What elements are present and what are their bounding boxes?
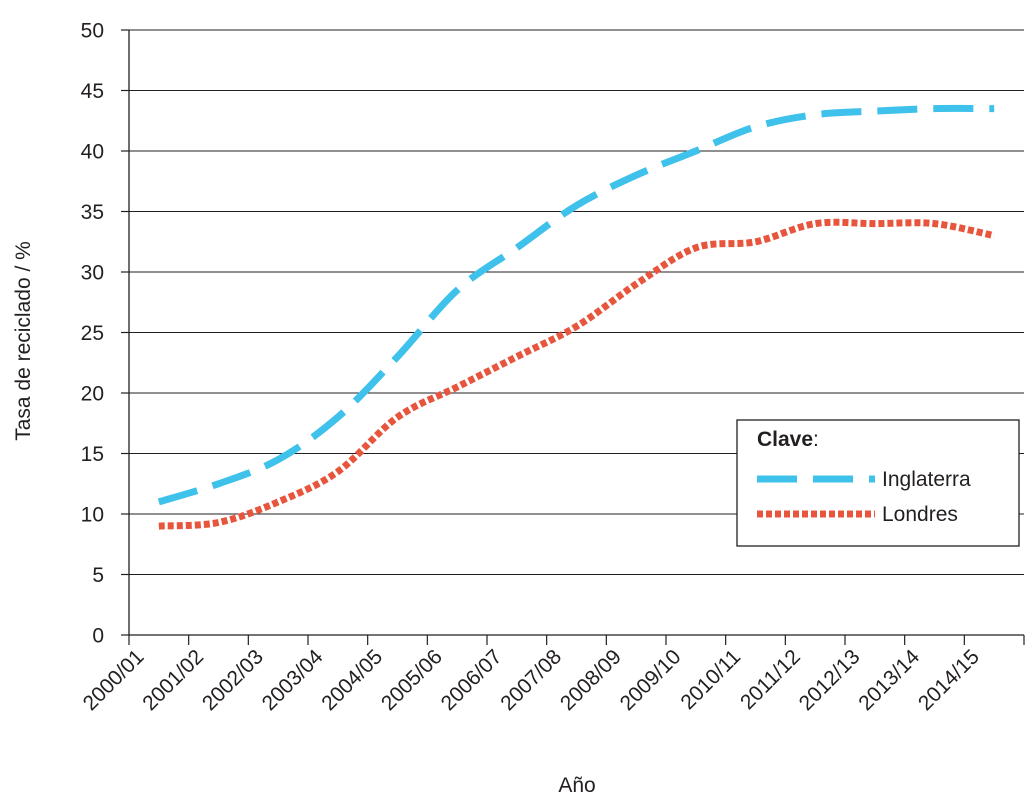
x-tick-label: 2014/15 xyxy=(914,645,984,715)
legend-label-inglaterra: Inglaterra xyxy=(882,468,971,491)
legend-label-londres: Londres xyxy=(882,503,958,526)
x-tick-label: 2011/12 xyxy=(736,645,805,714)
legend-title-suffix: : xyxy=(813,428,819,451)
series-lines xyxy=(157,104,995,530)
y-tick-label: 5 xyxy=(92,564,104,587)
series-line-inglaterra xyxy=(157,104,995,506)
legend-title-line: Clave: xyxy=(757,428,819,451)
x-tick-label: 2013/14 xyxy=(854,645,924,715)
x-tick-labels: 2000/012001/022002/032003/042004/052005/… xyxy=(79,635,1025,715)
x-tick-label: 2007/08 xyxy=(496,645,566,715)
x-tick-label: 2008/09 xyxy=(556,645,626,715)
series-line-londres xyxy=(158,218,995,530)
x-tick-label: 2012/13 xyxy=(795,645,865,715)
axes xyxy=(128,30,1024,636)
y-tick-label: 25 xyxy=(81,322,104,345)
y-tick-label: 35 xyxy=(81,201,104,224)
x-tick-label: 2009/10 xyxy=(616,645,686,715)
legend: Clave: Inglaterra Londres xyxy=(736,419,1020,547)
x-tick-label: 2002/03 xyxy=(198,645,268,715)
x-tick-label: 2006/07 xyxy=(437,645,507,715)
y-tick-label: 15 xyxy=(81,443,104,466)
y-tick-labels: 0 5 10 15 20 25 30 35 40 45 50 xyxy=(81,20,104,648)
x-tick-label: 2004/05 xyxy=(317,645,387,715)
y-tick-label: 0 xyxy=(92,625,104,648)
x-tick-label: 2003/04 xyxy=(258,645,328,715)
y-tick-label: 30 xyxy=(81,262,104,285)
gridlines xyxy=(121,29,1024,636)
x-tick-label: 2005/06 xyxy=(377,645,447,715)
x-tick-label: 2000/01 xyxy=(79,645,149,715)
y-tick-label: 50 xyxy=(81,20,104,43)
x-tick-label: 2010/11 xyxy=(676,645,745,714)
y-tick-label: 20 xyxy=(81,383,104,406)
y-tick-label: 40 xyxy=(81,141,104,164)
y-axis-label: Tasa de reciclado / % xyxy=(12,241,35,441)
y-tick-label: 10 xyxy=(81,504,104,527)
legend-box xyxy=(736,419,1020,547)
x-tick-label: 2001/02 xyxy=(138,645,208,715)
x-axis-label: Año xyxy=(558,774,595,797)
y-tick-label: 45 xyxy=(81,80,104,103)
legend-title: Clave xyxy=(757,428,813,451)
